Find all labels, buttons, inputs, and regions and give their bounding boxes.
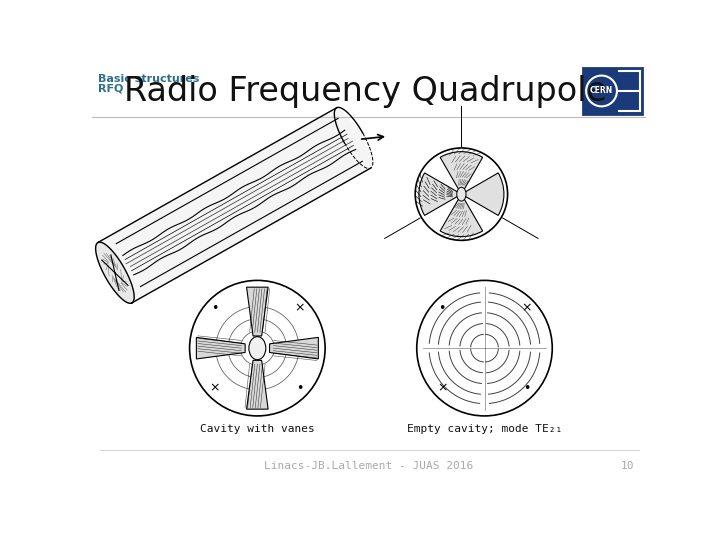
Text: ×: × (294, 302, 305, 315)
Wedge shape (462, 173, 504, 215)
Wedge shape (440, 194, 482, 237)
Text: RFQ: RFQ (98, 83, 123, 93)
Text: ×: × (210, 382, 220, 395)
Text: ×: × (437, 382, 447, 395)
Bar (583, 68, 642, 114)
Wedge shape (440, 152, 482, 194)
Text: Cavity with vanes: Cavity with vanes (200, 423, 315, 434)
Text: •: • (523, 382, 531, 395)
Text: Linacs-JB.Lallement - JUAS 2016: Linacs-JB.Lallement - JUAS 2016 (264, 461, 474, 470)
Ellipse shape (456, 187, 466, 201)
Circle shape (415, 148, 508, 240)
Text: •: • (211, 302, 219, 315)
Circle shape (417, 280, 552, 416)
Text: Radio Frequency Quadrupole: Radio Frequency Quadrupole (124, 75, 607, 108)
Polygon shape (246, 287, 268, 336)
Polygon shape (269, 338, 318, 359)
Text: Empty cavity; mode TE₂₁: Empty cavity; mode TE₂₁ (407, 423, 562, 434)
Polygon shape (246, 360, 268, 409)
Ellipse shape (249, 336, 266, 360)
Text: CERN: CERN (590, 86, 613, 96)
Text: •: • (438, 302, 446, 315)
Circle shape (189, 280, 325, 416)
Polygon shape (197, 338, 245, 359)
Text: ×: × (521, 302, 532, 315)
Text: Basic structures: Basic structures (98, 74, 199, 84)
Text: 10: 10 (621, 461, 634, 470)
Polygon shape (96, 242, 134, 303)
Text: •: • (296, 382, 303, 395)
Polygon shape (98, 108, 373, 303)
Wedge shape (419, 173, 462, 215)
